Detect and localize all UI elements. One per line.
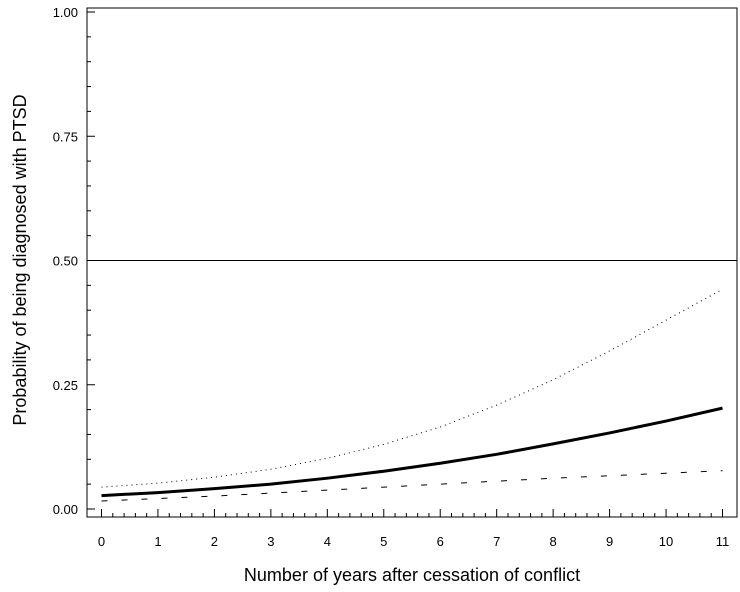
y-axis: 0.00 0.25 0.50 0.75 1.00 xyxy=(53,5,95,517)
x-tick-label: 3 xyxy=(267,534,274,549)
y-axis-title: Probability of being diagnosed with PTSD xyxy=(10,94,30,425)
x-axis-title: Number of years after cessation of confl… xyxy=(244,565,580,585)
x-tick-label: 6 xyxy=(437,534,444,549)
y-tick-label: 0.00 xyxy=(53,502,78,517)
x-tick-label: 7 xyxy=(493,534,500,549)
x-axis: 0 1 2 3 4 5 6 7 8 9 10 11 xyxy=(98,509,729,549)
series-line-dotted xyxy=(101,288,723,488)
x-tick-label: 0 xyxy=(98,534,105,549)
y-tick-label: 0.75 xyxy=(53,129,78,144)
y-tick-label: 0.25 xyxy=(53,378,78,393)
x-tick-label: 4 xyxy=(324,534,331,549)
x-tick-label: 10 xyxy=(659,534,673,549)
series-layer xyxy=(87,260,737,502)
x-tick-label: 11 xyxy=(716,534,730,549)
x-tick-label: 1 xyxy=(154,534,161,549)
y-tick-label: 0.50 xyxy=(53,254,78,269)
x-tick-label: 2 xyxy=(211,534,218,549)
series-line-dashed xyxy=(101,470,723,502)
x-tick-label: 5 xyxy=(380,534,387,549)
plot-frame xyxy=(86,7,738,518)
y-tick-label: 1.00 xyxy=(53,5,78,20)
series-line-solid-thick xyxy=(101,406,723,498)
x-tick-label: 8 xyxy=(550,534,557,549)
x-tick-label: 9 xyxy=(606,534,613,549)
